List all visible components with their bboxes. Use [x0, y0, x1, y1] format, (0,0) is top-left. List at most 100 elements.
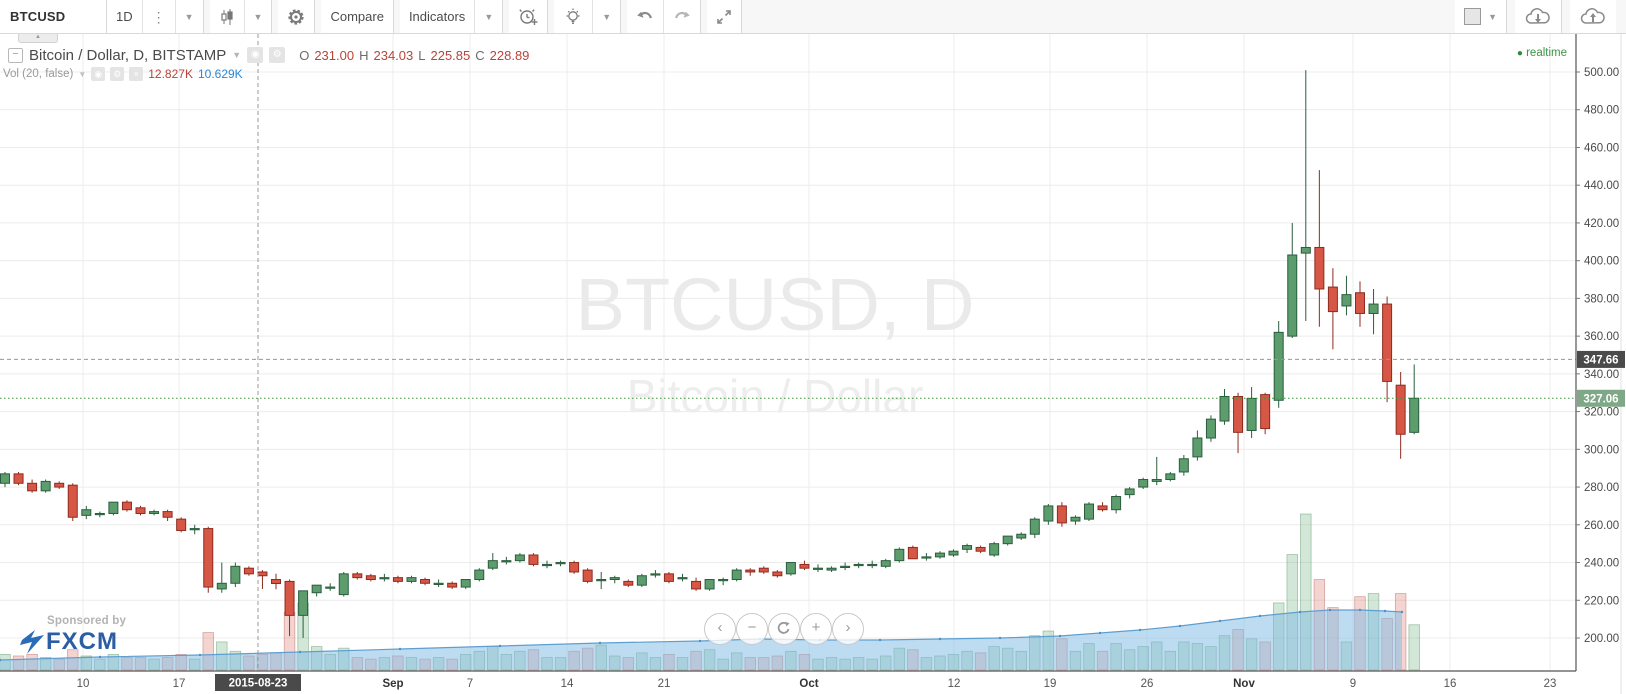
volume-ma-value: 10.629K [197, 67, 243, 81]
candle-body [379, 577, 390, 580]
interval-button[interactable]: 1D [107, 0, 143, 33]
volume-ma-point [938, 637, 942, 641]
candle-body [1341, 294, 1352, 307]
candle-body [1043, 505, 1054, 522]
alarm-clock-plus-icon [519, 8, 538, 25]
layout-select-button[interactable]: ▼ [1455, 0, 1506, 33]
candle-body [1233, 396, 1244, 433]
candle-body [745, 569, 756, 573]
candle-body [121, 501, 132, 511]
volume-eye-icon[interactable]: ◉ [91, 67, 106, 81]
redo-button[interactable] [664, 0, 701, 33]
volume-ma-point [698, 639, 702, 643]
volume-ma-point [598, 641, 602, 645]
candle-body [447, 582, 458, 588]
add-alert-button[interactable] [509, 0, 548, 33]
chevron-down-icon[interactable]: ▼ [232, 50, 242, 60]
candle-body [487, 560, 498, 569]
time-tick-label: 16 [1444, 678, 1457, 690]
time-scale[interactable]: 10 17 Sep 7 14 21 Oct 12 19 26 Nov 9 16 23 [77, 678, 1557, 690]
chevron-down-icon: ▼ [184, 11, 194, 22]
chart-style-button[interactable] [209, 0, 245, 33]
reset-view-button[interactable] [768, 613, 800, 645]
time-tick-label: 12 [948, 678, 961, 690]
candle-body [108, 501, 119, 514]
candle-body [623, 580, 634, 586]
candle-body [758, 567, 769, 573]
candle-body [1260, 394, 1271, 430]
candle-body [718, 579, 729, 582]
plus-icon: + [811, 619, 821, 636]
price-tick-label: 440.00 [1584, 180, 1619, 192]
chevron-down-icon[interactable]: ▼ [78, 69, 87, 79]
indicators-dropdown-button[interactable]: ▼ [475, 0, 503, 33]
gridlines [0, 34, 1576, 671]
candle-body [596, 579, 607, 582]
candle-body [1273, 331, 1284, 401]
volume-legend: Vol (20, false) ▼ ◉ ⚙ × 12.827K 10.629K [3, 66, 243, 82]
time-tick-label: Oct [799, 678, 818, 690]
volume-close-icon[interactable]: × [129, 67, 144, 81]
chevron-down-icon: ▼ [602, 11, 612, 22]
price-scale[interactable]: 200.00 220.00 240.00 260.00 280.00 300.00 320.… [1576, 67, 1619, 645]
series-eye-icon[interactable]: ◉ [247, 47, 264, 63]
candle-body [40, 480, 51, 492]
chart-style-dropdown-button[interactable]: ▼ [244, 0, 272, 33]
candle-body [1138, 479, 1149, 488]
minus-icon: − [747, 619, 757, 636]
load-chart-button[interactable] [1515, 0, 1561, 33]
zoom-out-button[interactable]: − [736, 613, 768, 645]
candle-body [1327, 286, 1338, 313]
undo-button[interactable] [627, 0, 665, 33]
toolbar-collapse-tab[interactable]: ▲ [18, 34, 58, 43]
sponsor-logo[interactable]: Sponsored by FXCM [18, 615, 126, 656]
volume-ma-point [1298, 610, 1302, 614]
volume-ma-point [298, 650, 302, 654]
time-tick-label: 14 [561, 678, 574, 690]
realtime-dot-icon: ● [1516, 48, 1523, 59]
volume-series [0, 513, 1420, 671]
scroll-left-button[interactable]: ‹ [704, 613, 736, 645]
fullscreen-button[interactable] [707, 0, 742, 33]
volume-ma-point [0, 658, 2, 662]
candle-body [853, 563, 864, 567]
zoom-in-button[interactable]: + [800, 613, 832, 645]
price-tick-label: 240.00 [1584, 558, 1619, 570]
reset-arrow-icon [777, 621, 790, 634]
scroll-right-button[interactable]: › [832, 613, 864, 645]
themes-dropdown-button[interactable]: ▼ [593, 0, 621, 33]
candle-body [1056, 505, 1067, 524]
ohlc-values: O 231.00 H 234.03 L 225.85 C 228.89 [299, 48, 529, 63]
chart-title: Bitcoin / Dollar, D, BITSTAMP [29, 46, 227, 64]
series-gear-icon[interactable]: ⚙ [269, 47, 286, 63]
candle-body [1409, 397, 1420, 433]
candle-body [975, 546, 986, 552]
candle-body [27, 482, 38, 492]
watermark-name: Bitcoin / Dollar [627, 370, 924, 422]
gear-icon [288, 8, 305, 25]
indicators-button[interactable]: Indicators [399, 0, 476, 33]
time-tick-label: 23 [1544, 678, 1557, 690]
interval-dropdown-button[interactable]: ▼ [175, 0, 203, 33]
interval-menu-button[interactable]: ⋮ [142, 0, 176, 33]
low-label: L [418, 47, 426, 63]
candle-body [1368, 303, 1379, 314]
candle-body [691, 580, 702, 590]
candle-body [135, 507, 146, 514]
time-tick-label: Sep [382, 678, 403, 690]
volume-ma-point [1138, 628, 1142, 632]
symbol-input[interactable]: BTCUSD [0, 0, 107, 33]
candle-body [989, 543, 1000, 556]
candle-body [1111, 496, 1122, 511]
compare-button[interactable]: Compare [321, 0, 393, 33]
candle-body [650, 573, 661, 576]
themes-button[interactable] [554, 0, 594, 33]
chart-properties-button[interactable] [278, 0, 315, 33]
candle-body [1382, 303, 1393, 382]
candle-body [772, 571, 783, 577]
volume-ma-point [198, 653, 202, 657]
save-chart-button[interactable] [1570, 0, 1616, 33]
legend-collapse-icon[interactable]: − [8, 47, 23, 63]
volume-gear-icon[interactable]: ⚙ [110, 67, 125, 81]
